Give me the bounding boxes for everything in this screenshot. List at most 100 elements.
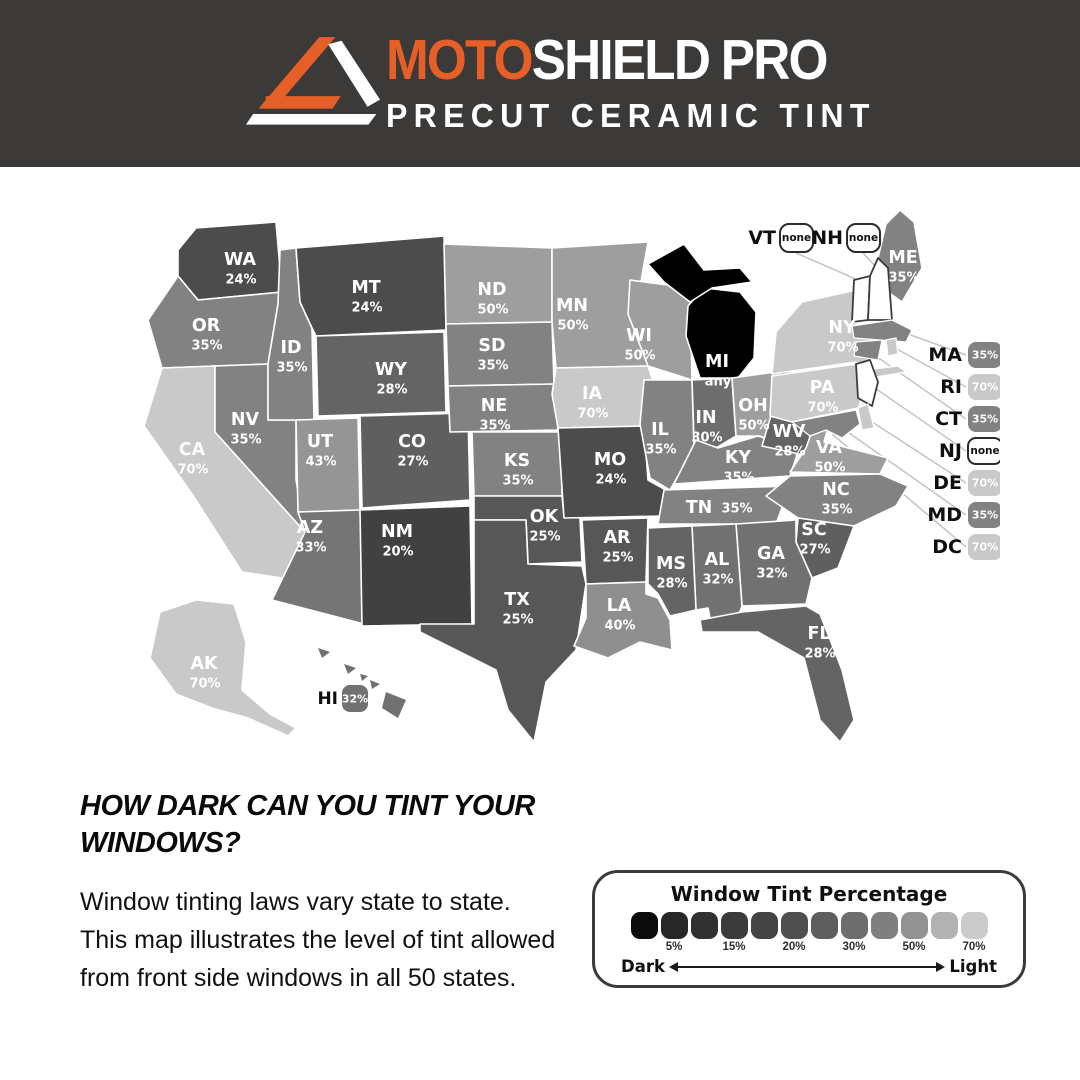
state-label-ND: ND bbox=[477, 280, 506, 300]
legend-swatch-12 bbox=[960, 912, 988, 939]
state-CO bbox=[359, 412, 471, 509]
state-value-MS: 28% bbox=[656, 577, 687, 592]
legend-tick-2: 5% bbox=[665, 941, 683, 953]
legend-tick-12: 70% bbox=[962, 941, 986, 953]
state-value-CO: 27% bbox=[397, 455, 428, 470]
leader-line-MD bbox=[841, 427, 967, 516]
callout-badge-NH bbox=[846, 223, 881, 253]
state-label-MS: MS bbox=[656, 554, 686, 574]
callout-badge-DE bbox=[968, 470, 1000, 496]
legend-dark-label: Dark bbox=[621, 957, 665, 976]
state-MD bbox=[791, 409, 861, 439]
brand-logo-icon bbox=[246, 37, 380, 125]
state-label-TX: TX bbox=[504, 590, 530, 610]
state-value-UT: 43% bbox=[305, 455, 336, 470]
heading-line-1: HOW DARK CAN YOU TINT YOUR bbox=[80, 790, 535, 822]
leader-line-RI bbox=[894, 347, 967, 388]
state-label-NY: NY bbox=[828, 318, 856, 338]
state-NJ bbox=[855, 359, 879, 407]
state-label-VA: VA bbox=[816, 438, 842, 458]
state-value-GA: 32% bbox=[756, 567, 787, 582]
hawaii-island-0 bbox=[318, 648, 330, 658]
state-WY bbox=[315, 331, 447, 417]
state-VT bbox=[851, 275, 871, 323]
callout-value-VT: none bbox=[782, 232, 811, 244]
callout-label-DC: DC bbox=[932, 536, 962, 558]
state-label-KY: KY bbox=[725, 448, 752, 468]
state-value-KY: 35% bbox=[723, 471, 754, 486]
state-value-WA: 24% bbox=[225, 273, 256, 288]
legend-tick-11 bbox=[931, 941, 958, 954]
brand-mid: SHIELD bbox=[531, 28, 711, 92]
us-tint-map: WA 24% OR 35% CA 70% NV 35% ID 35% MT 24% WY 28% UT 43%… bbox=[143, 209, 1000, 743]
states-layer bbox=[143, 209, 923, 743]
callout-label-HI: HI bbox=[317, 689, 338, 709]
callout-label-NH: NH bbox=[811, 227, 843, 249]
brand-prefix: MOTO bbox=[386, 28, 534, 92]
state-MS bbox=[647, 525, 697, 617]
callout-badge-CT bbox=[968, 406, 1000, 432]
state-value-WI: 50% bbox=[624, 349, 655, 364]
state-value-OK: 25% bbox=[529, 530, 560, 545]
callout-value-CT: 35% bbox=[972, 413, 998, 426]
state-label-OH: OH bbox=[738, 396, 768, 416]
state-label-CA: CA bbox=[179, 440, 206, 460]
state-MA bbox=[851, 319, 913, 343]
state-value-ND: 50% bbox=[477, 303, 508, 318]
leader-line-NJ bbox=[871, 385, 967, 452]
legend-swatch-7 bbox=[810, 912, 838, 939]
hawaii-island-4 bbox=[382, 692, 406, 718]
callout-badge-HI bbox=[342, 685, 368, 712]
hawaii-island-1 bbox=[344, 664, 356, 674]
state-AZ bbox=[271, 509, 365, 625]
brand-title: MOTOSHIELD PRO bbox=[386, 32, 840, 89]
state-MI bbox=[647, 243, 753, 303]
brand-tagline: PRECUT CERAMIC TINT bbox=[386, 97, 876, 134]
state-value-OR: 35% bbox=[191, 339, 222, 354]
state-label-NM: NM bbox=[381, 522, 413, 542]
state-AK bbox=[149, 599, 297, 737]
brand-suffix: PRO bbox=[720, 28, 829, 92]
legend-swatch-3 bbox=[690, 912, 718, 939]
state-label-GA: GA bbox=[757, 544, 785, 564]
legend-tick-row: 5% 15% 20% 30% 50% 70% bbox=[595, 941, 1023, 954]
legend-title: Window Tint Percentage bbox=[670, 882, 948, 906]
callout-label-RI: RI bbox=[940, 376, 962, 398]
state-label-TN: TN bbox=[686, 498, 713, 518]
leader-line-VT bbox=[795, 252, 859, 281]
leader-line-MA bbox=[907, 333, 967, 356]
state-value-ME: 35% bbox=[888, 271, 919, 286]
state-NH bbox=[867, 257, 893, 321]
legend-tick-6: 20% bbox=[782, 941, 806, 953]
state-label-AR: AR bbox=[603, 528, 631, 548]
dark-light-arrow-icon bbox=[668, 961, 946, 972]
state-NM bbox=[359, 505, 473, 627]
state-CT bbox=[853, 339, 883, 361]
state-label-IN: IN bbox=[695, 408, 716, 428]
state-label-FL: FL bbox=[807, 624, 830, 644]
state-value-FL: 28% bbox=[804, 647, 835, 662]
state-label-IA: IA bbox=[582, 384, 603, 404]
legend-tick-4: 15% bbox=[722, 941, 746, 953]
state-label-KS: KS bbox=[504, 451, 530, 471]
leader-lines bbox=[795, 252, 967, 548]
state-label-NE: NE bbox=[481, 396, 508, 416]
state-label-WI: WI bbox=[626, 326, 652, 346]
callout-value-MA: 35% bbox=[972, 349, 998, 362]
state-value-NM: 20% bbox=[382, 545, 413, 560]
callout-label-CT: CT bbox=[935, 408, 962, 430]
labels-layer: WA 24% OR 35% CA 70% NV 35% ID 35% MT 24% WY 28% UT 43%… bbox=[177, 248, 919, 692]
legend-box: Window Tint Percentage 5% 15% 20% 30% 50% 70%… bbox=[592, 870, 1026, 988]
state-value-WV: 28% bbox=[774, 445, 805, 460]
callout-value-DC: 70% bbox=[972, 541, 998, 554]
state-value-TN: 35% bbox=[721, 502, 752, 517]
callout-value-RI: 70% bbox=[972, 381, 998, 394]
state-value-MO: 24% bbox=[595, 473, 626, 488]
state-LA bbox=[573, 581, 673, 659]
leader-line-CT bbox=[869, 351, 967, 420]
state-value-OH: 50% bbox=[738, 419, 769, 434]
legend-swatch-11 bbox=[930, 912, 958, 939]
legend-swatch-5 bbox=[750, 912, 778, 939]
legend-tick-10: 50% bbox=[902, 941, 926, 953]
